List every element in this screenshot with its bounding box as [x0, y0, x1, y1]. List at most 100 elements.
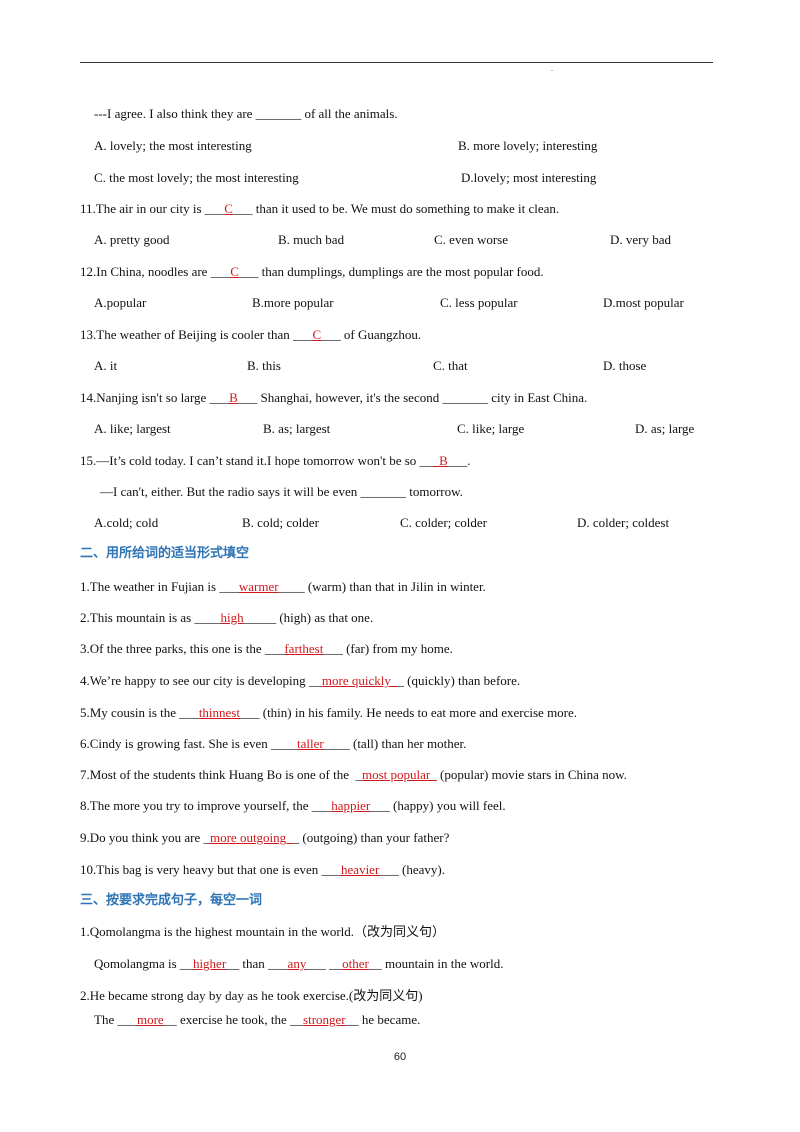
q11-option-a: A. pretty good	[94, 232, 170, 247]
q15-option-c: C. colder; colder	[400, 515, 487, 530]
q11-post: ___ than it used to be. We must do somet…	[232, 201, 560, 216]
s2-item-4-post: _ (quickly) than before.	[397, 673, 521, 688]
s2-item-10: 10.This bag is very heavy but that one i…	[80, 862, 445, 878]
q13-stem: 13.The weather of Beijing is cooler than…	[80, 327, 421, 343]
s2-item-9-answer: more outgoing_	[209, 830, 293, 845]
q15-option-a: A.cold; cold	[94, 515, 159, 530]
q10-option-d: D.lovely; most interesting	[461, 170, 597, 185]
s2-item-10-answer: heavier	[341, 862, 380, 877]
s2-item-10-pre: 10.This bag is very heavy but that one i…	[80, 862, 342, 877]
s2-item-7: 7.Most of the students think Huang Bo is…	[80, 767, 627, 783]
s2-item-2-answer: high	[220, 610, 244, 625]
q10-option-b: B. more lovely; interesting	[458, 138, 598, 153]
s2-item-6-post: ____ (tall) than her mother.	[323, 736, 467, 751]
q12-option-c: C. less popular	[440, 295, 518, 310]
s2-item-7-answer: most popular_	[362, 767, 437, 782]
q13-option-c: C. that	[433, 358, 468, 373]
s2-item-6-answer: taller	[297, 736, 324, 751]
s2-item-5-pre: 5.My cousin is the ___	[80, 705, 199, 720]
s2-item-8-post: ___ (happy) you will feel.	[370, 798, 506, 813]
s3-s2-post: __ he became.	[345, 1012, 421, 1027]
q11-pre: 11.The air in our city is ___	[80, 201, 225, 216]
q10-option-c: C. the most lovely; the most interesting	[94, 170, 299, 185]
s2-item-8: 8.The more you try to improve yourself, …	[80, 798, 506, 814]
q10-stem: ---I agree. I also think they are ______…	[94, 106, 398, 121]
s2-item-7-pre: 7.Most of the students think Huang Bo is…	[80, 767, 363, 782]
s3-s1-answer-3: other	[342, 956, 369, 971]
s2-item-4-pre: 4.We’re happy to see our city is develop…	[80, 673, 322, 688]
q10-option-a: A. lovely; the most interesting	[94, 138, 252, 153]
q14-answer: B	[229, 390, 238, 405]
q12-post: ___ than dumplings, dumplings are the mo…	[238, 264, 544, 279]
s2-item-5-answer: thinnest	[198, 705, 240, 720]
s2-item-9-pre: 9.Do you think you are _	[80, 830, 210, 845]
s3-s2-answer-2: stronger	[303, 1012, 346, 1027]
s3-s1-post: __ mountain in the world.	[368, 956, 504, 971]
s3-s2-mid: __ exercise he took, the __	[163, 1012, 304, 1027]
section3-title: 三、按要求完成句子，每空一词	[80, 893, 263, 908]
s2-item-4-answer: more quickly_	[321, 673, 398, 688]
q14-option-c: C. like; large	[457, 421, 525, 436]
s2-item-2: 2.This mountain is as ____high_____ (hig…	[80, 610, 373, 626]
q15-stem: 15.—It’s cold today. I can’t stand it.I …	[80, 453, 470, 469]
q15-post: ___.	[447, 453, 471, 468]
q14-option-d: D. as; large	[635, 421, 695, 436]
q13-post: ___ of Guangzhou.	[321, 327, 422, 342]
s2-item-5-post: ___ (thin) in his family. He needs to ea…	[239, 705, 578, 720]
q13-pre: 13.The weather of Beijing is cooler than…	[80, 327, 313, 342]
s3-s1-pre: Qomolangma is __	[94, 956, 193, 971]
s2-item-3-post: ___ (far) from my home.	[323, 641, 453, 656]
q11-answer: C	[224, 201, 233, 216]
s2-item-5: 5.My cousin is the ___thinnest___ (thin)…	[80, 705, 577, 721]
s3-sentence-2-stem: 2.He became strong day by day as he took…	[80, 988, 423, 1003]
q12-pre: 12.In China, noodles are ___	[80, 264, 231, 279]
q11-option-d: D. very bad	[610, 232, 672, 247]
s3-sentence-2-answer: The ___more__ exercise he took, the __st…	[94, 1012, 420, 1028]
q13-option-a: A. it	[94, 358, 118, 373]
s2-item-1: 1.The weather in Fujian is ___warmer____…	[80, 579, 486, 595]
q15-pre: 15.—It’s cold today. I can’t stand it.I …	[80, 453, 433, 468]
s2-item-8-pre: 8.The more you try to improve yourself, …	[80, 798, 332, 813]
s3-s1-mid-2: ___ __	[306, 956, 343, 971]
q14-option-a: A. like; largest	[94, 421, 171, 436]
q14-option-b: B. as; largest	[263, 421, 331, 436]
q15-line2: —I can't, either. But the radio says it …	[100, 484, 463, 499]
q11-option-c: C. even worse	[434, 232, 509, 247]
page-number: 60	[393, 1051, 407, 1063]
s2-item-4: 4.We’re happy to see our city is develop…	[80, 673, 520, 689]
q15-option-b: B. cold; colder	[242, 515, 319, 530]
header-rule	[80, 62, 713, 63]
q12-option-a: A.popular	[94, 295, 147, 310]
s2-item-1-post: ____ (warm) than that in Jilin in winter…	[278, 579, 486, 594]
s2-item-6: 6.Cindy is growing fast. She is even ___…	[80, 736, 466, 752]
s3-s2-pre: The ___	[94, 1012, 137, 1027]
q11-stem: 11.The air in our city is ___C___ than i…	[80, 201, 559, 217]
q12-answer: C	[230, 264, 239, 279]
q12-stem: 12.In China, noodles are ___C___ than du…	[80, 264, 544, 280]
s3-s1-answer-2: any	[287, 956, 307, 971]
q14-post: ___ Shanghai, however, it's the second _…	[237, 390, 588, 405]
s2-item-3-answer: farthest	[284, 641, 324, 656]
s2-item-7-post: (popular) movie stars in China now.	[436, 767, 627, 782]
q13-option-b: B. this	[247, 358, 281, 373]
s2-item-3-pre: 3.Of the three parks, this one is the __…	[80, 641, 285, 656]
s2-item-8-answer: happier	[331, 798, 371, 813]
s2-item-1-pre: 1.The weather in Fujian is ___	[80, 579, 239, 594]
s2-item-9-post: _ (outgoing) than your father?	[292, 830, 450, 845]
s3-sentence-1-answer: Qomolangma is __higher__ than ___any___ …	[94, 956, 503, 972]
s3-sentence-1-stem: 1.Qomolangma is the highest mountain in …	[80, 924, 446, 939]
s2-item-1-answer: warmer	[238, 579, 279, 594]
s2-item-2-pre: 2.This mountain is as ____	[80, 610, 221, 625]
q11-option-b: B. much bad	[278, 232, 345, 247]
s2-item-6-pre: 6.Cindy is growing fast. She is even ___…	[80, 736, 298, 751]
header-dot: .	[551, 64, 553, 73]
q13-option-d: D. those	[603, 358, 647, 373]
s3-s1-answer-1: higher	[192, 956, 227, 971]
q13-answer: C	[312, 327, 322, 342]
s2-item-10-post: ___ (heavy).	[379, 862, 445, 877]
q14-stem: 14.Nanjing isn't so large ___B___ Shangh…	[80, 390, 587, 406]
q15-answer: _B	[432, 453, 448, 468]
s2-item-2-post: _____ (high) as that one.	[243, 610, 374, 625]
s2-item-3: 3.Of the three parks, this one is the __…	[80, 641, 453, 657]
q15-option-d: D. colder; coldest	[577, 515, 670, 530]
